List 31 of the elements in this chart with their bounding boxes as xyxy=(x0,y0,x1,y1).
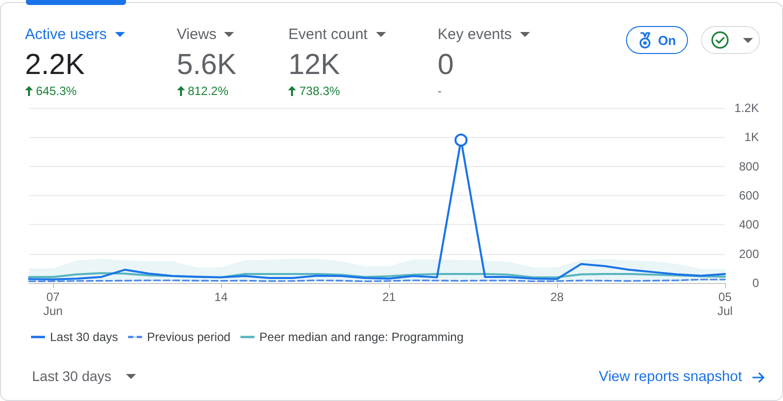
y-tick-label: 600 xyxy=(738,188,760,202)
text: 738.3% xyxy=(299,84,340,98)
x-tick-label: 21 xyxy=(382,290,396,304)
badge-toggle-button[interactable]: On xyxy=(626,26,688,54)
y-tick-label: 1K xyxy=(744,130,759,144)
y-tick-label: 800 xyxy=(738,159,760,174)
category-label: Views xyxy=(176,26,216,42)
status-dropdown-button[interactable] xyxy=(701,26,760,54)
y-tick-label: 400 xyxy=(738,218,760,232)
x-tick-label: 14 xyxy=(214,290,228,304)
date-range-dropdown[interactable]: Last 30 days xyxy=(32,367,136,385)
text: 812.2% xyxy=(188,84,228,98)
category-label: Key events xyxy=(438,26,512,42)
text: - xyxy=(438,84,442,98)
category-label: Event count xyxy=(288,26,368,42)
text: 645.3% xyxy=(36,84,77,98)
y-tick-label: 0 xyxy=(752,276,760,290)
y-tick-label: 1.2K xyxy=(734,101,759,115)
x-tick-label: 07 Jun xyxy=(43,290,63,318)
x-tick-label: 28 xyxy=(550,290,564,304)
legend-label: Peer median and range: Programming xyxy=(259,330,464,344)
legend-label: Last 30 days xyxy=(50,330,118,344)
text: 5.6K xyxy=(176,49,236,81)
text: 2.2K xyxy=(25,49,85,81)
x-tick-label: 05 Jul xyxy=(717,290,733,318)
category-label: Active users xyxy=(25,26,107,42)
y-tick-label: 200 xyxy=(738,246,760,261)
legend-label: Previous period xyxy=(147,330,230,344)
reports-link[interactable]: View reports snapshot xyxy=(598,368,765,386)
text: 12K xyxy=(288,49,340,81)
text: 0 xyxy=(438,49,454,81)
